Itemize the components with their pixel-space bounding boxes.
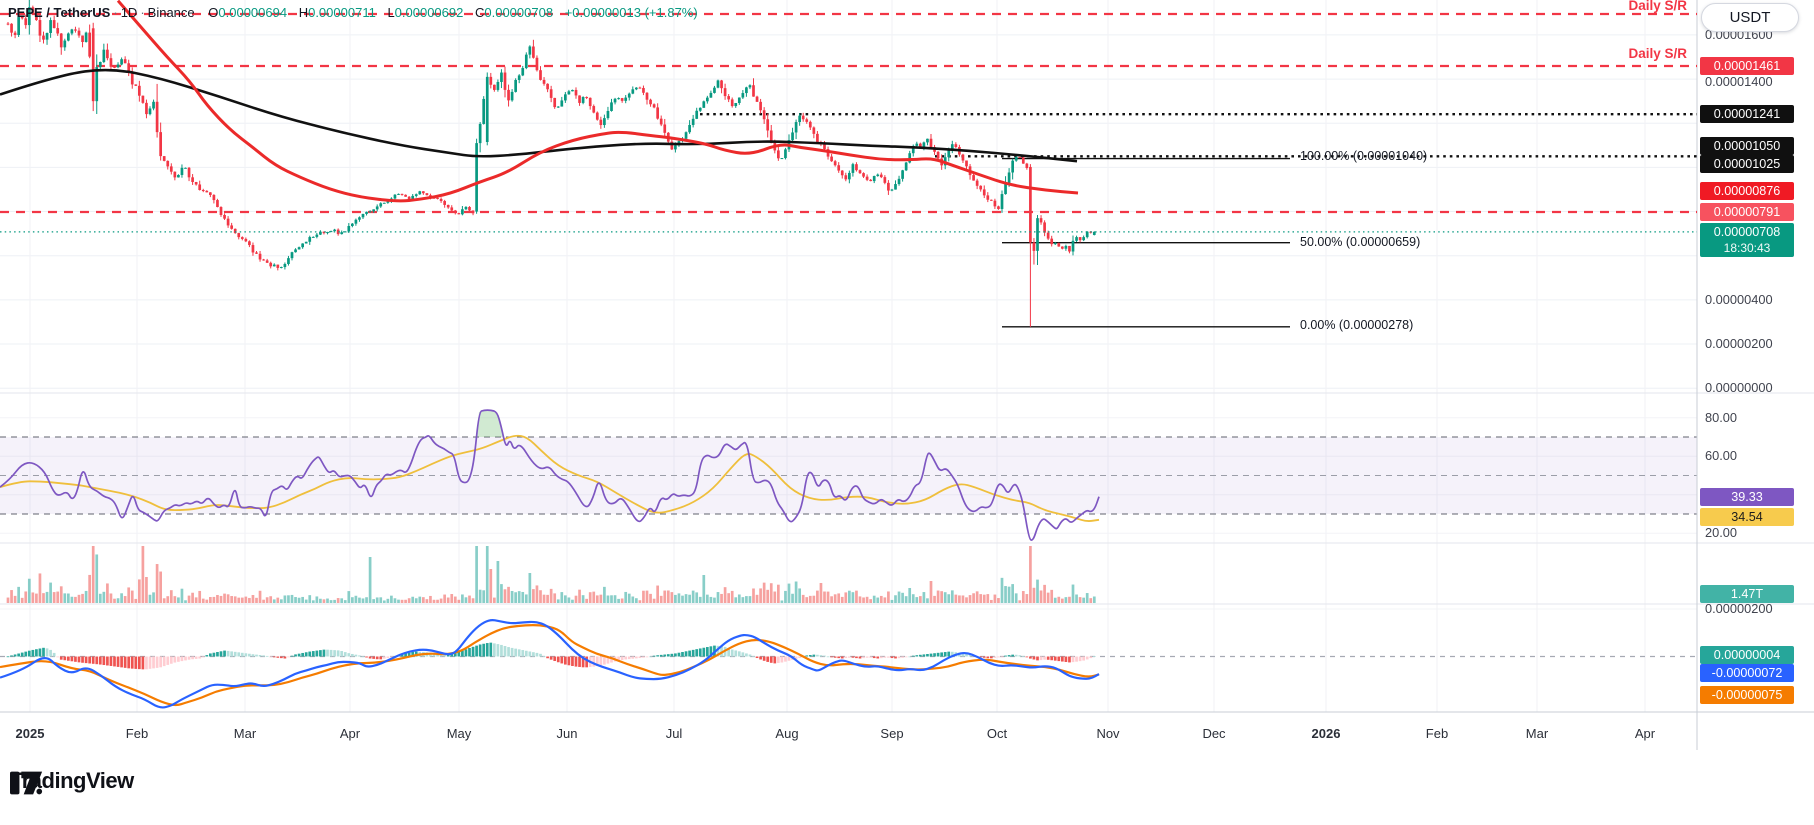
time-axis-tick: Apr: [1634, 726, 1656, 741]
countdown-timer: 18:30:43: [1723, 241, 1771, 255]
open-value: 0.00000694: [218, 5, 288, 20]
header-separator2: ·: [140, 5, 145, 20]
time-axis-tick: Mar: [233, 726, 257, 741]
low-value: 0.00000692: [394, 5, 464, 20]
close-value: 0.00000708: [484, 5, 554, 20]
price-axis-label: 0.00000000: [1705, 380, 1773, 395]
macd-badge: -0.00000075: [1700, 686, 1794, 704]
time-axis-tick: Nov: [1096, 726, 1120, 741]
fib-label-50: 50.00% (0.00000659): [1300, 235, 1421, 249]
high-key: H: [298, 5, 309, 20]
tradingview-logo[interactable]: TradingView: [10, 768, 134, 795]
rsi-axis-label: 80.00: [1705, 410, 1738, 425]
price-badge: 0.00001025: [1700, 155, 1794, 173]
high-value: 0.00000711: [308, 5, 376, 20]
time-axis-tick: Feb: [125, 726, 149, 741]
header-separator: ·: [113, 5, 118, 20]
time-axis-tick: 2025: [15, 726, 45, 741]
symbol-name[interactable]: PEPE / TetherUS: [8, 5, 111, 20]
rsi-axis-label: 60.00: [1705, 448, 1738, 463]
price-badge: 0.00001461: [1700, 57, 1794, 75]
time-axis-tick: Aug: [775, 726, 799, 741]
low-key: L: [387, 5, 395, 20]
rsi-badge: 39.33: [1700, 488, 1794, 506]
rsi-axis-label: 20.00: [1705, 525, 1738, 540]
macd-badge: 0.00000004: [1700, 646, 1794, 664]
fib-label-100: 100.00% (0.00001040): [1300, 149, 1428, 163]
daily-sr-label-top: Daily S/R: [1628, 0, 1687, 13]
price-axis-label: 0.00000400: [1705, 292, 1773, 307]
price-axis-label: 0.00001400: [1705, 74, 1773, 89]
price-badge: 0.00000708 18:30:43: [1700, 223, 1794, 257]
time-axis-tick: 2026: [1311, 726, 1341, 741]
exchange-label: Binance: [147, 5, 195, 20]
price-badge: 0.00000791: [1700, 203, 1794, 221]
price-badge: 0.00001241: [1700, 105, 1794, 123]
price-axis-label: 0.00000200: [1705, 336, 1773, 351]
tradingview-logo-icon: [10, 771, 43, 795]
daily-sr-label-mid: Daily S/R: [1628, 46, 1687, 61]
currency-toggle-button[interactable]: USDT: [1701, 3, 1799, 32]
time-axis-tick: Apr: [339, 726, 361, 741]
symbol-header: PEPE / TetherUS · 1D · Binance O0.00000694 H…: [8, 5, 698, 20]
time-axis-tick: Mar: [1525, 726, 1549, 741]
volume-badge: 1.47T: [1700, 585, 1794, 603]
macd-scale-label: 0.00000200: [1705, 601, 1773, 616]
macd-badge: -0.00000072: [1700, 664, 1794, 682]
fib-label-0: 0.00% (0.00000278): [1300, 318, 1414, 332]
change-value: +0.00000013 (+1.87%): [564, 5, 698, 20]
open-key: O: [208, 5, 219, 20]
interval-label[interactable]: 1D: [120, 5, 138, 20]
time-axis-tick: Dec: [1202, 726, 1226, 741]
time-axis-tick: Feb: [1425, 726, 1449, 741]
price-badge: 0.00001050: [1700, 137, 1794, 155]
time-axis-tick: Jun: [556, 726, 578, 741]
close-key: C: [474, 5, 485, 20]
time-axis-tick: Jul: [665, 726, 683, 741]
time-axis-tick: May: [446, 726, 472, 741]
price-badge: 0.00000876: [1700, 182, 1794, 200]
time-axis-tick: Oct: [986, 726, 1008, 741]
time-axis-tick: Sep: [880, 726, 904, 741]
rsi-badge: 34.54: [1700, 508, 1794, 526]
